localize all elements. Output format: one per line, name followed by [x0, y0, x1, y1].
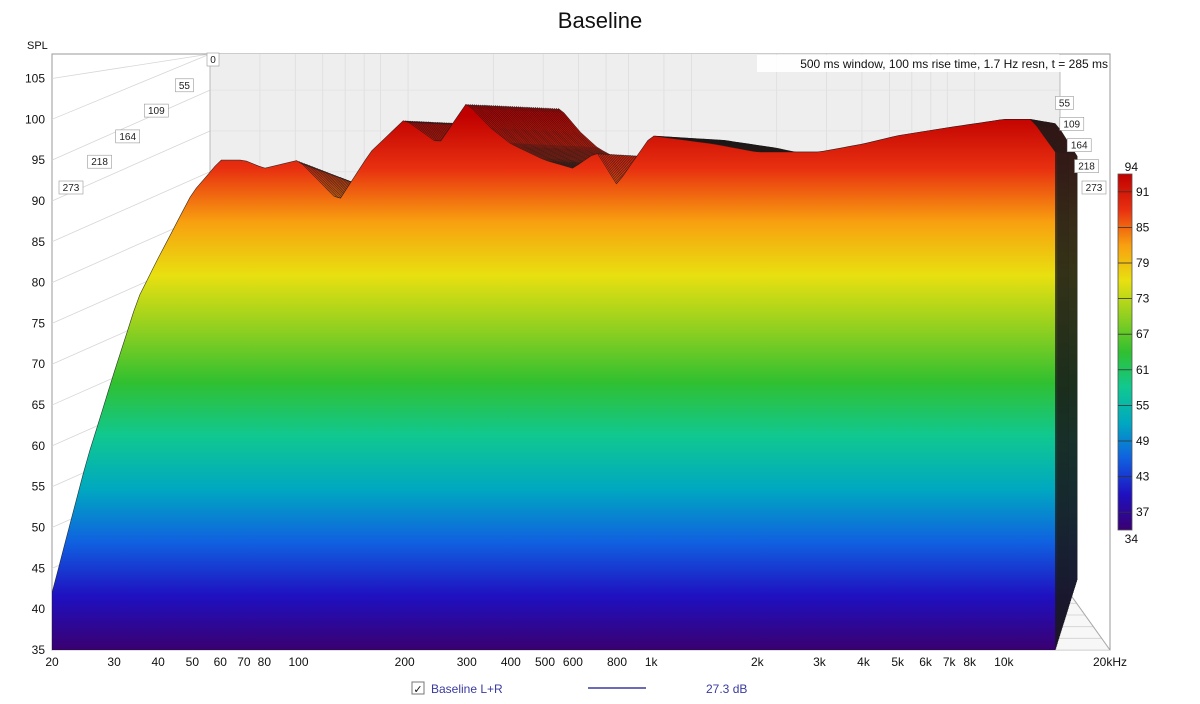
time-tick-label: 273 — [63, 183, 80, 194]
colorbar-tick-label: 49 — [1136, 434, 1150, 448]
time-tick-label: 55 — [1059, 98, 1071, 109]
x-tick-label: 400 — [501, 655, 521, 669]
colorbar-tick-label: 61 — [1136, 363, 1150, 377]
info-text: 500 ms window, 100 ms rise time, 1.7 Hz … — [800, 57, 1108, 71]
legend-checkbox[interactable] — [411, 681, 425, 695]
y-tick-label: 95 — [32, 153, 46, 167]
y-axis-ticks: 35 40 45 50 55 60 65 70 75 80 85 90 95 100 105 — [25, 71, 45, 657]
x-axis-ticks: 20 30 40 50 60 70 80 100 200 300 400 500 600 800 1k 2k 3… — [45, 655, 1127, 669]
time-tick-label: 218 — [91, 157, 108, 168]
legend-value: 27.3 dB — [706, 682, 747, 696]
x-tick-label: 1k — [645, 655, 659, 669]
time-tick-label: 164 — [1071, 141, 1088, 152]
time-tick-label: 218 — [1078, 162, 1095, 173]
colorbar-tick-label: 67 — [1136, 327, 1150, 341]
y-tick-label: 85 — [32, 235, 46, 249]
time-tick-box — [1055, 96, 1074, 110]
colorbar-tick-label: 37 — [1136, 505, 1150, 519]
y-tick-label: 35 — [32, 643, 46, 657]
time-tick-label: 109 — [1063, 119, 1080, 130]
x-tick-label: 6k — [919, 655, 933, 669]
x-tick-label: 4k — [857, 655, 871, 669]
colorbar-tick-label: 85 — [1136, 220, 1150, 234]
time-tick-box — [1074, 159, 1099, 173]
y-tick-label: 70 — [32, 357, 46, 371]
time-tick-box — [1066, 138, 1092, 152]
legend-checkmark: ✓ — [413, 684, 422, 696]
y-tick-label: 60 — [32, 439, 46, 453]
x-tick-label: 3k — [813, 655, 827, 669]
time-tick-label: 55 — [179, 81, 191, 92]
time-tick-box — [1081, 180, 1107, 195]
x-tick-label: 20kHz — [1093, 655, 1127, 669]
x-tick-label: 30 — [107, 655, 121, 669]
y-tick-label: 80 — [32, 276, 46, 290]
y-axis-label: SPL — [27, 40, 48, 52]
x-tick-label: 10k — [994, 655, 1014, 669]
x-tick-label: 8k — [963, 655, 977, 669]
colorbar-tick-label: 79 — [1136, 256, 1150, 270]
time-tick-box — [87, 154, 112, 169]
colorbar-ticks: 37 43 49 55 61 67 73 79 85 91 — [1118, 185, 1150, 519]
x-tick-label: 7k — [943, 655, 957, 669]
y-tick-label: 45 — [32, 561, 46, 575]
time-tick-label: 273 — [1086, 183, 1103, 194]
time-axis-labels-right: 55 109 164 218 273 — [1055, 96, 1107, 195]
x-tick-label: 300 — [457, 655, 477, 669]
x-tick-label: 50 — [186, 655, 200, 669]
colorbar-tick-label: 91 — [1136, 185, 1150, 199]
x-tick-label: 2k — [751, 655, 765, 669]
time-tick-box — [175, 78, 194, 93]
x-tick-label: 100 — [288, 655, 308, 669]
x-tick-label: 800 — [607, 655, 627, 669]
chart-title: Baseline — [558, 8, 642, 33]
x-tick-label: 200 — [395, 655, 415, 669]
x-tick-label: 600 — [563, 655, 583, 669]
x-tick-label: 20 — [45, 655, 59, 669]
time-axis-labels-left: 0 55 109 164 218 273 — [58, 52, 220, 195]
y-tick-label: 90 — [32, 194, 46, 208]
time-tick-box — [115, 129, 140, 144]
legend-series-name: Baseline L+R — [431, 682, 503, 696]
time-tick-box — [58, 180, 84, 195]
colorbar: 37 43 49 55 61 67 73 79 85 91 94 34 — [1117, 160, 1150, 546]
x-tick-label: 60 — [214, 655, 228, 669]
y-tick-label: 65 — [32, 398, 46, 412]
x-tick-label: 5k — [891, 655, 905, 669]
colorbar-min-label: 34 — [1125, 532, 1139, 546]
y-tick-label: 40 — [32, 602, 46, 616]
time-tick-box — [1059, 117, 1085, 131]
time-tick-label: 0 — [210, 55, 216, 66]
colorbar-tick-label: 73 — [1136, 292, 1150, 306]
info-box — [757, 55, 1109, 72]
colorbar-max-label: 94 — [1125, 160, 1139, 174]
legend: ✓ Baseline L+R 27.3 dB — [411, 681, 747, 696]
time-tick-box — [206, 52, 220, 67]
x-tick-label: 500 — [535, 655, 555, 669]
y-tick-label: 55 — [32, 480, 46, 494]
colorbar-tick-label: 55 — [1136, 398, 1150, 412]
time-tick-label: 164 — [119, 132, 136, 143]
y-tick-label: 75 — [32, 316, 46, 330]
waterfall-surface — [52, 103, 1078, 650]
colorbar-tick-label: 43 — [1136, 470, 1150, 484]
x-tick-label: 40 — [151, 655, 165, 669]
x-tick-label: 80 — [258, 655, 272, 669]
y-tick-label: 105 — [25, 71, 45, 85]
time-tick-box — [144, 103, 169, 118]
time-tick-label: 109 — [148, 106, 165, 117]
x-tick-label: 70 — [237, 655, 251, 669]
y-tick-label: 50 — [32, 521, 46, 535]
y-tick-label: 100 — [25, 112, 45, 126]
